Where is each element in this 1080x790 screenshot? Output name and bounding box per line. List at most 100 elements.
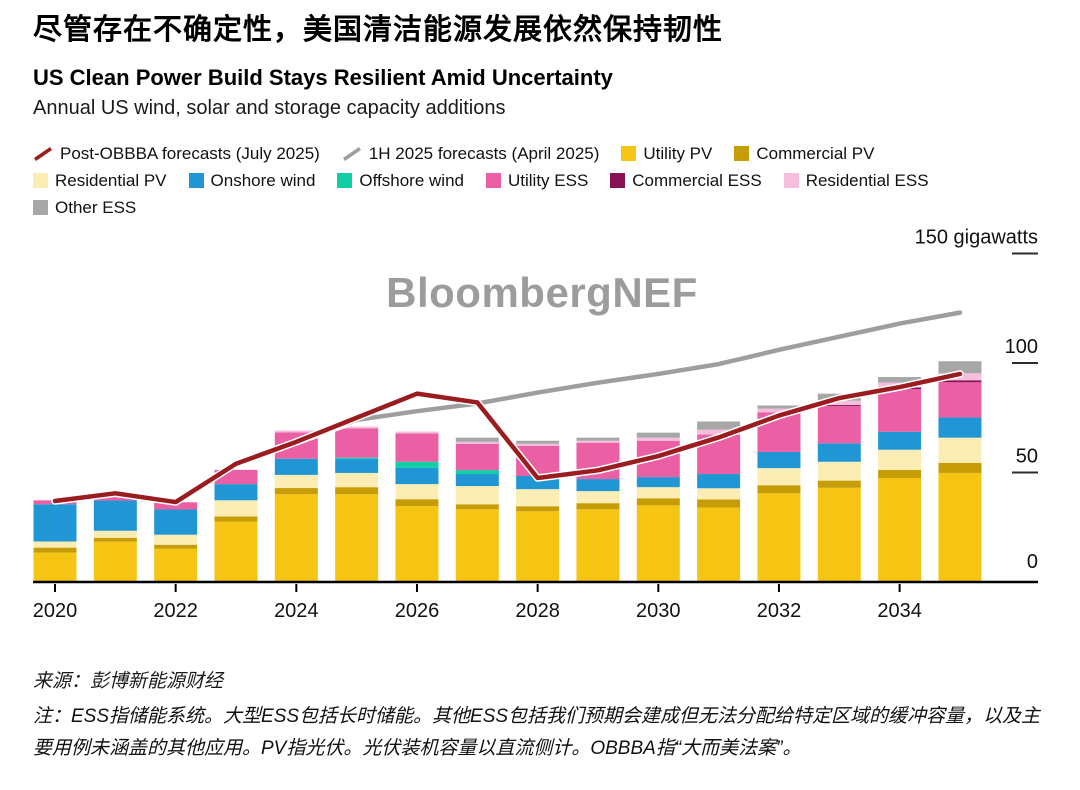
bar-segment-offshore-wind-2025 [335, 457, 379, 459]
watermark-bloombergnef: BloombergNEF [386, 269, 698, 316]
bar-segment-residential-ess-2033 [817, 400, 861, 406]
legend-row: Other ESS [33, 197, 929, 218]
bar-segment-onshore-wind-2029 [576, 479, 620, 492]
bar-segment-residential-ess-2027 [455, 441, 499, 444]
bar-segment-utility-pv-2028 [516, 511, 560, 582]
bar-segment-commercial-pv-2030 [636, 498, 680, 506]
footnote: 注：ESS指储能系统。大型ESS包括长时储能。其他ESS包括我们预期会建成但无法… [33, 706, 1041, 759]
bar-segment-utility-pv-2025 [335, 494, 379, 582]
bar-segment-utility-pv-2035 [938, 472, 982, 582]
bar-segment-utility-ess-2026 [395, 433, 439, 462]
bar-segment-residential-ess-2029 [576, 440, 620, 443]
y-axis-label: 100 [1005, 336, 1038, 358]
bar-segment-residential-pv-2029 [576, 491, 620, 504]
bar-segment-onshore-wind-2033 [817, 443, 861, 462]
bar-segment-residential-pv-2030 [636, 487, 680, 499]
bar-segment-utility-ess-2027 [455, 443, 499, 471]
legend-item-onshore-wind: Onshore wind [188, 171, 315, 191]
x-axis-label: 2032 [757, 600, 802, 622]
forecast-line-1h-2025-forecasts-april-2025 [294, 310, 963, 445]
legend-label: Residential PV [55, 170, 167, 190]
bar-segment-offshore-wind-2027 [455, 470, 499, 475]
legend: Post-OBBBA forecasts (July 2025) 1H 2025 … [33, 143, 929, 224]
bar-segment-commercial-ess-2035 [938, 380, 982, 383]
bar-segment-onshore-wind-2022 [154, 509, 198, 535]
bar-segment-residential-pv-2032 [757, 468, 801, 486]
bar-segment-commercial-pv-2020 [33, 547, 77, 553]
bar-segment-utility-ess-2033 [817, 406, 861, 444]
legend-line-stroke [34, 146, 52, 161]
bar-segment-onshore-wind-2034 [878, 431, 922, 450]
bar-segment-residential-ess-2025 [335, 426, 379, 429]
legend-label: Offshore wind [359, 170, 464, 190]
legend-label: Utility ESS [507, 170, 589, 190]
page-title-chinese: 尽管存在不确定性，美国清洁能源发展依然保持韧性 [33, 14, 724, 46]
legend-color-swatch-icon [734, 146, 750, 161]
chart-subtitle: Annual US wind, solar and storage capaci… [33, 97, 506, 119]
bar-segment-other-ess-2028 [516, 440, 560, 444]
bar-segment-utility-pv-2024 [274, 494, 318, 582]
legend-item-other-ess: Other ESS [33, 198, 136, 218]
legend-row: Post-OBBBA forecasts (July 2025) 1H 2025 … [33, 143, 929, 164]
legend-item-utility-pv: Utility PV [621, 144, 712, 164]
bar-segment-utility-pv-2023 [214, 521, 258, 582]
legend-item-offshore-wind: Offshore wind [337, 171, 464, 191]
bar-segment-onshore-wind-2026 [395, 467, 439, 485]
bar-segment-commercial-pv-2023 [214, 516, 258, 522]
forecast-line-post-obbba-forecasts-july-2025 [52, 371, 963, 505]
legend-item-residential-ess: Residential ESS [783, 170, 929, 191]
bar-segment-commercial-pv-2027 [455, 504, 499, 510]
bar-segment-residential-pv-2024 [274, 474, 318, 489]
bar-segment-utility-ess-2021 [93, 495, 137, 501]
legend-label: 1H 2025 forecasts (April 2025) [368, 143, 600, 163]
bar-segment-utility-pv-2020 [33, 552, 77, 582]
bar-segment-residential-ess-2032 [757, 408, 801, 413]
bar-segment-onshore-wind-2020 [33, 504, 77, 542]
bar-segment-other-ess-2031 [697, 421, 741, 430]
legend-label: Commercial ESS [632, 170, 762, 190]
legend-item-commercial-ess: Commercial ESS [610, 170, 762, 191]
legend-color-swatch-icon [783, 173, 799, 188]
bar-segment-commercial-pv-2021 [93, 537, 137, 542]
legend-label: Residential ESS [805, 170, 929, 190]
bar-segment-commercial-pv-2028 [516, 506, 560, 512]
x-axis-label: 2026 [395, 600, 440, 622]
bar-segment-commercial-pv-2031 [697, 499, 741, 508]
x-axis-label: 2020 [33, 600, 78, 622]
x-axis-label: 2034 [877, 600, 922, 622]
bar-segment-onshore-wind-2021 [93, 500, 137, 531]
legend-color-swatch-icon [337, 173, 353, 188]
x-axis-label: 2024 [274, 600, 319, 622]
legend-item-post-obbba-forecasts-july-2025: Post-OBBBA forecasts (July 2025) [33, 144, 320, 164]
bar-segment-onshore-wind-2027 [455, 474, 499, 487]
legend-color-swatch-icon [188, 173, 204, 188]
bar-segment-offshore-wind-2026 [395, 461, 439, 468]
bar-segment-residential-pv-2027 [455, 486, 499, 505]
legend-color-swatch-icon [33, 200, 48, 215]
y-axis-label: 50 [1016, 446, 1038, 468]
bar-segment-commercial-pv-2035 [938, 462, 982, 473]
bar-segment-residential-ess-2026 [395, 431, 439, 434]
bar-segment-utility-pv-2030 [636, 505, 680, 582]
bar-segment-other-ess-2029 [576, 437, 620, 441]
bar-segment-commercial-pv-2034 [878, 469, 922, 478]
bar-segment-other-ess-2035 [938, 361, 982, 374]
bar-segment-commercial-pv-2024 [274, 488, 318, 495]
legend-color-swatch-icon [621, 146, 637, 161]
bar-segment-other-ess-2034 [878, 377, 922, 383]
y-axis-label: 150 gigawatts [915, 227, 1038, 249]
bar-segment-residential-ess-2031 [697, 429, 741, 435]
legend-label: Utility PV [643, 143, 713, 163]
y-axis-label: 0 [1027, 551, 1038, 573]
x-axis-label: 2028 [515, 600, 560, 622]
bar-segment-commercial-pv-2032 [757, 485, 801, 494]
bar-segment-residential-pv-2020 [33, 541, 77, 548]
bar-segment-commercial-pv-2026 [395, 499, 439, 507]
bar-segment-residential-pv-2021 [93, 530, 137, 538]
bar-segment-residential-pv-2023 [214, 500, 258, 517]
bar-segment-utility-pv-2033 [817, 487, 861, 582]
bar-segment-residential-pv-2031 [697, 488, 741, 500]
bar-segment-onshore-wind-2024 [274, 458, 318, 475]
bar-segment-residential-pv-2035 [938, 437, 982, 463]
